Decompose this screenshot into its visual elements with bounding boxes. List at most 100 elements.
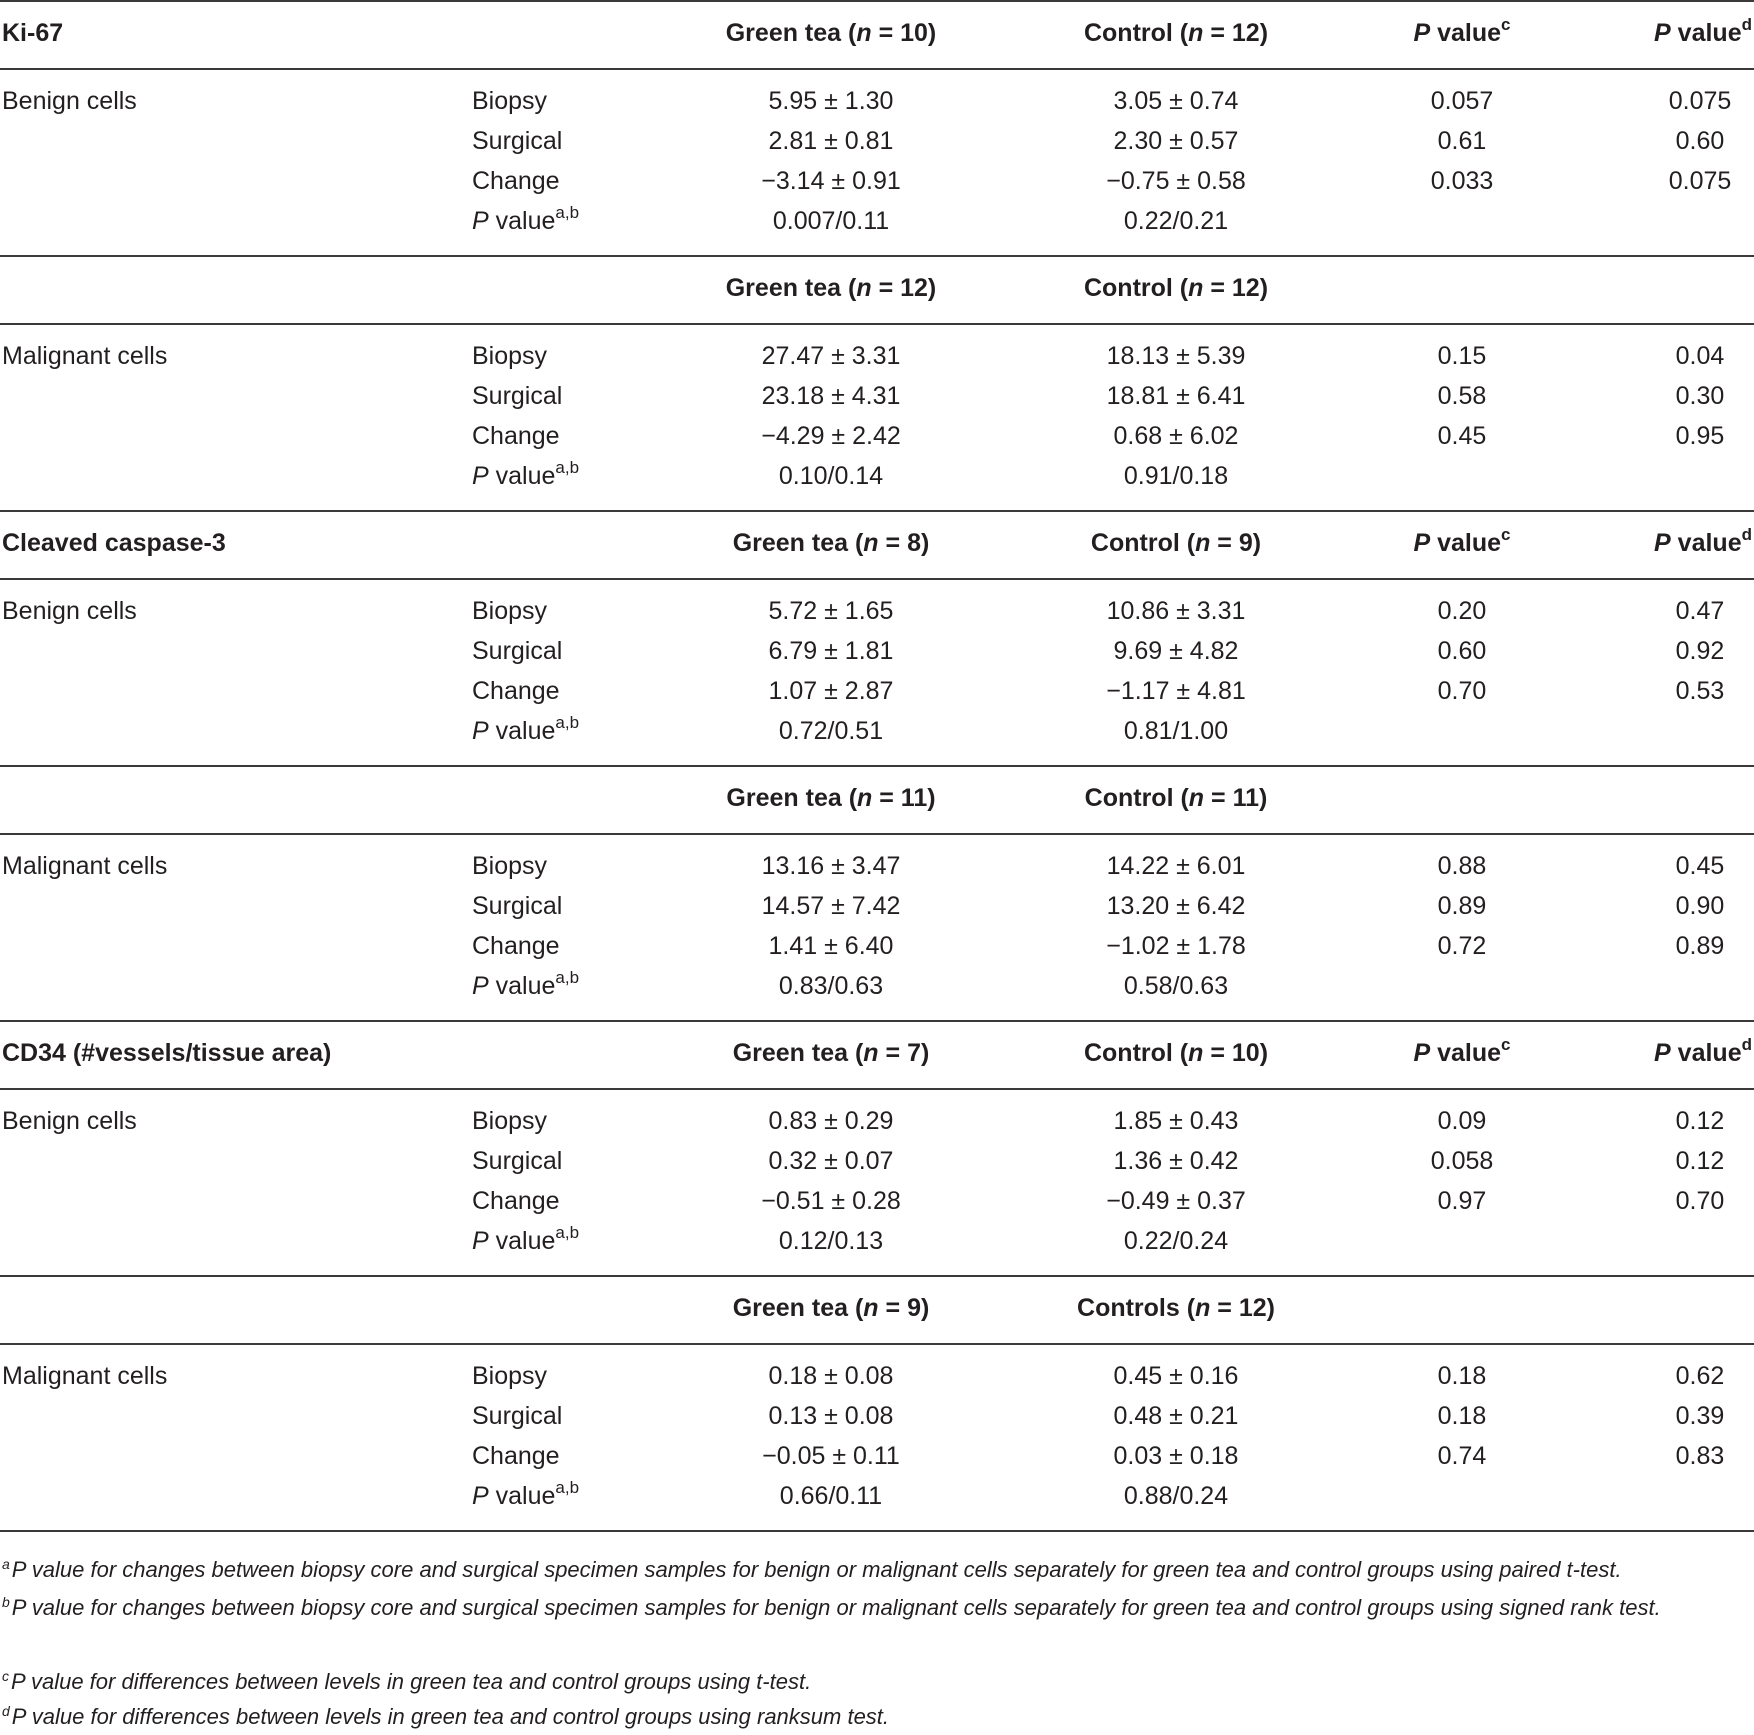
control-value: 0.58/0.63 [1123,972,1229,1000]
pvalue-d: 0.04 [1675,342,1725,370]
header-n: n [1188,274,1204,302]
control-value: 14.22 ± 6.01 [1106,852,1246,880]
table-row: Surgical 0.32 ± 0.07 1.36 ± 0.42 0.058 0… [0,1141,1754,1181]
p-letter: P [472,207,489,235]
control-value: 0.03 ± 0.18 [1113,1442,1239,1470]
measure-label: Surgical [472,127,563,155]
value-word: value [1670,529,1742,557]
control-value: −1.02 ± 1.78 [1106,932,1246,960]
cell-type-label: Benign cells [2,597,137,625]
table-row: P valuea,b 0.12/0.13 0.22/0.24 [0,1221,1754,1261]
measure-label: Change [472,932,560,960]
green-tea-value: 27.47 ± 3.31 [761,342,901,370]
pvalue-label: P valuea,b [472,456,579,496]
control-header: Controls (n = 12) [1056,1288,1296,1328]
pvalue-label: P valuea,b [472,201,579,241]
measure-label: Change [472,167,560,195]
value-word: value [488,462,556,490]
header-text: Green tea ( [726,784,858,812]
table-row: Surgical 2.81 ± 0.81 2.30 ± 0.57 0.61 0.… [0,121,1754,161]
value-word: value [488,207,556,235]
table-rule [0,510,1754,512]
header-n: n [1188,1039,1204,1067]
footnote-mark: a,b [555,967,580,987]
value-word: value [1430,1039,1502,1067]
pvalue-d: 0.90 [1675,892,1725,920]
table-row: Malignant cells Biopsy 13.16 ± 3.47 14.2… [0,846,1754,886]
table-row: Change 1.07 ± 2.87 −1.17 ± 4.81 0.70 0.5… [0,671,1754,711]
table-row: P valuea,b 0.66/0.11 0.88/0.24 [0,1476,1754,1516]
table-rule [0,1343,1754,1345]
p-letter: P [472,1482,489,1510]
measure-label: Biopsy [472,1362,548,1390]
control-value: 3.05 ± 0.74 [1113,87,1239,115]
table-rule [0,0,1754,2]
green-tea-value: 0.72/0.51 [778,717,884,745]
pvalue-c: 0.97 [1437,1187,1487,1215]
header-count: = 7) [878,1039,930,1067]
footnote-mark: c [1501,524,1511,544]
p-letter: P [472,717,489,745]
footnote-mark: a,b [555,1477,580,1497]
cell-type-label: Benign cells [2,87,137,115]
control-value: 0.22/0.24 [1123,1227,1229,1255]
table-row: Change 1.41 ± 6.40 −1.02 ± 1.78 0.72 0.8… [0,926,1754,966]
pvalue-d: 0.92 [1675,637,1725,665]
pvalue-d: 0.53 [1675,677,1725,705]
table-row: Surgical 23.18 ± 4.31 18.81 ± 6.41 0.58 … [0,376,1754,416]
header-count: = 12) [1203,19,1269,47]
footnote-d: dP value for differences between levels … [2,1699,1754,1735]
cell-type-label: Malignant cells [2,342,168,370]
table-rule [0,323,1754,325]
cell-type-label: Benign cells [2,1107,137,1135]
footnote-mark: a [2,1555,10,1572]
group-header-row: Green tea (n = 12) Control (n = 12) [0,268,1754,308]
header-count: = 10) [1203,1039,1269,1067]
pvalue-c: 0.61 [1437,127,1487,155]
pvalue-c: 0.058 [1430,1147,1494,1175]
pvalue-c: 0.89 [1437,892,1487,920]
table-rule [0,833,1754,835]
p-letter: P [1654,1039,1671,1067]
pvalue-c: 0.18 [1437,1362,1487,1390]
control-value: 0.68 ± 6.02 [1113,422,1239,450]
table-rule [0,1530,1754,1532]
green-tea-value: 23.18 ± 4.31 [761,382,901,410]
header-n: n [1188,784,1205,812]
footnote-mark: c [1501,1034,1511,1054]
measure-label: Surgical [472,1402,563,1430]
green-tea-value: −4.29 ± 2.42 [761,422,901,450]
green-tea-value: 0.13 ± 0.08 [768,1402,894,1430]
pvalue-c: 0.20 [1437,597,1487,625]
pvalue-c: 0.45 [1437,422,1487,450]
header-text: Controls ( [1077,1294,1196,1322]
footnote-text: P value for changes between biopsy core … [11,1595,1661,1620]
measure-label: Change [472,422,560,450]
table-row: Malignant cells Biopsy 27.47 ± 3.31 18.1… [0,336,1754,376]
header-text: Green tea ( [732,1294,864,1322]
green-tea-value: 0.83 ± 0.29 [768,1107,894,1135]
control-header: Control (n = 10) [1056,1033,1296,1073]
control-value: 9.69 ± 4.82 [1113,637,1239,665]
measure-label: Change [472,1442,560,1470]
table-rule [0,765,1754,767]
green-tea-value: 0.32 ± 0.07 [768,1147,894,1175]
header-text: Control ( [1084,784,1189,812]
p-letter: P [472,462,489,490]
footnote-mark: d [1741,1034,1752,1054]
green-tea-value: 0.12/0.13 [778,1227,884,1255]
pvalue-d: 0.83 [1675,1442,1725,1470]
control-value: −1.17 ± 4.81 [1106,677,1246,705]
control-header: Control (n = 9) [1056,523,1296,563]
pvalue-label: P valuea,b [472,1221,579,1261]
header-n: n [863,529,879,557]
table-row: Surgical 0.13 ± 0.08 0.48 ± 0.21 0.18 0.… [0,1396,1754,1436]
footnote-mark: a,b [555,457,580,477]
green-tea-value: 13.16 ± 3.47 [761,852,901,880]
table-row: P valuea,b 0.007/0.11 0.22/0.21 [0,201,1754,241]
control-value: −0.75 ± 0.58 [1106,167,1246,195]
green-tea-header: Green tea (n = 12) [711,268,951,308]
footnote-a: aP value for changes between biopsy core… [2,1552,1754,1588]
pvalue-d: 0.89 [1675,932,1725,960]
pvalue-c: 0.70 [1437,677,1487,705]
